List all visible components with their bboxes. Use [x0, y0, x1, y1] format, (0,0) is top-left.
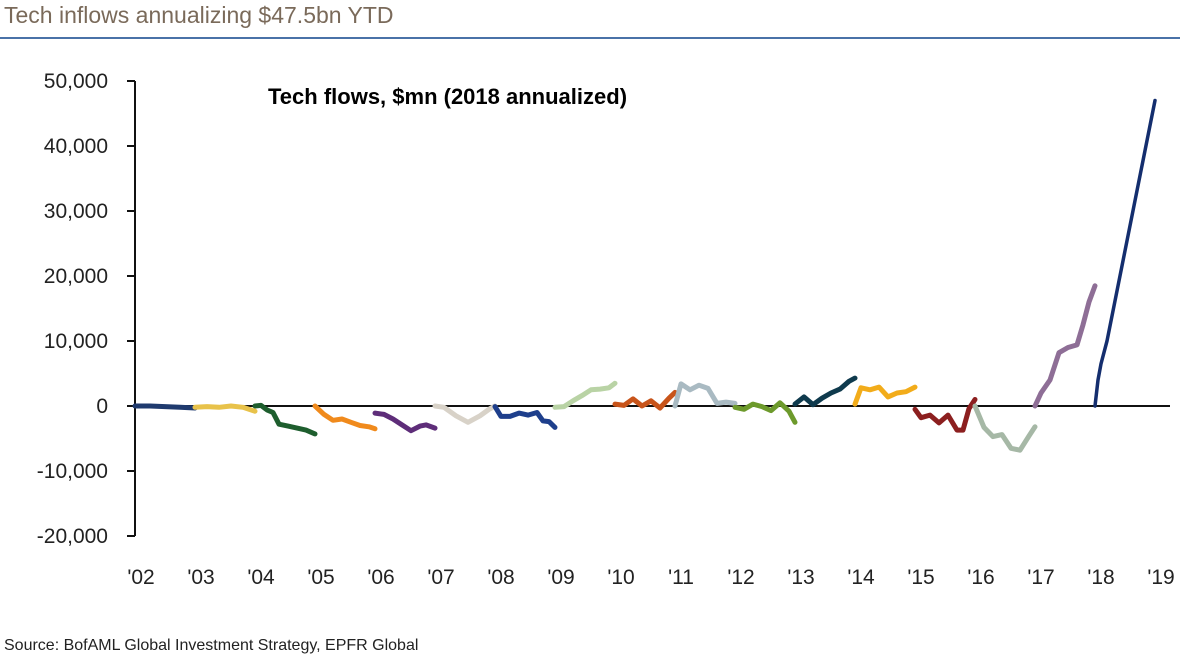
- x-tick-label: '07: [427, 566, 454, 589]
- series-line-2009: [552, 380, 618, 410]
- series-line-2014: [852, 384, 918, 407]
- y-tick-label: 40,000: [44, 135, 108, 158]
- y-tick-label: 10,000: [44, 330, 108, 353]
- x-tick-label: '05: [307, 566, 334, 589]
- series-layer: [132, 98, 1157, 453]
- series-line-2017: [1032, 283, 1098, 409]
- x-tick-label: '10: [607, 566, 634, 589]
- x-tick-label: '19: [1147, 566, 1174, 589]
- x-tick-label: '09: [547, 566, 574, 589]
- y-tick-label: 20,000: [44, 265, 108, 288]
- y-tick-label: 30,000: [44, 200, 108, 223]
- x-tick-label: '12: [727, 566, 754, 589]
- x-tick-label: '18: [1087, 566, 1114, 589]
- x-tick-label: '13: [787, 566, 814, 589]
- x-tick-label: '11: [668, 566, 694, 589]
- x-tick-label: '16: [967, 566, 994, 589]
- y-tick-label: 50,000: [44, 70, 108, 93]
- chart-title: Tech flows, $mn (2018 annualized): [268, 84, 627, 109]
- series-line-2011: [672, 381, 738, 409]
- source-note: Source: BofAML Global Investment Strateg…: [4, 637, 419, 654]
- series-line-2004: [252, 402, 318, 437]
- series-line-2012: [732, 400, 798, 425]
- series-line-2007: [432, 403, 498, 425]
- y-tick-label: 0: [96, 395, 108, 418]
- series-line-2015: [912, 397, 978, 433]
- x-tick-label: '15: [907, 566, 934, 589]
- series-line-2018: [1093, 98, 1157, 408]
- series-line-2003: [192, 403, 258, 414]
- y-tick-label: -20,000: [37, 525, 108, 548]
- header-rule: [0, 37, 1180, 39]
- x-tick-label: '06: [367, 566, 394, 589]
- x-tick-label: '14: [847, 566, 875, 589]
- series-line-2002: [132, 403, 198, 411]
- x-tick-label: '04: [247, 566, 275, 589]
- x-tick-label: '03: [187, 566, 214, 589]
- series-line-2005: [312, 403, 378, 432]
- series-line-2016: [972, 403, 1038, 453]
- series-line-2008: [492, 404, 558, 430]
- x-tick-label: '08: [487, 566, 514, 589]
- series-line-2006: [372, 410, 438, 434]
- series-line-2013: [792, 375, 858, 408]
- x-axis: '02 '03 '04 '05 '06 '07 '08 '09 '10 '11 '12 '13 '14 '…: [127, 405, 1175, 589]
- series-line-2010: [612, 389, 678, 411]
- y-axis: 50,000 40,000 30,000 20,000 10,000 0 -10,000 -2…: [37, 70, 136, 548]
- y-tick-label: -10,000: [37, 460, 108, 483]
- x-tick-label: '17: [1027, 566, 1054, 589]
- header-title: Tech inflows annualizing $47.5bn YTD: [4, 2, 394, 28]
- x-tick-label: '02: [127, 566, 154, 589]
